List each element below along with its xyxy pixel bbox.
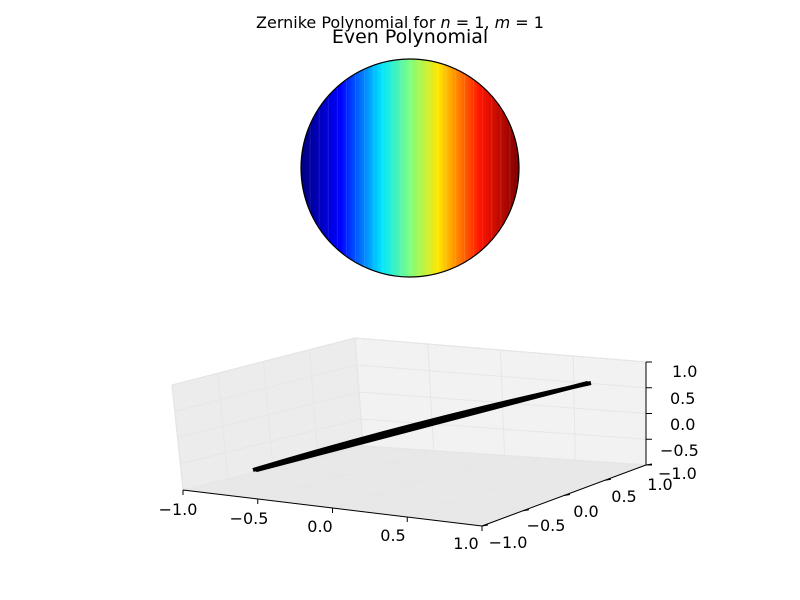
tick-marks-3d	[182, 361, 653, 531]
grid-line-left-z	[171, 337, 356, 386]
grid-line-back-z	[354, 337, 647, 363]
y-tick-label: −0.5	[527, 516, 566, 535]
axes-3d	[171, 337, 653, 531]
z-tick-label: 0.0	[670, 415, 695, 434]
z-tick-label: 0.5	[670, 389, 695, 408]
grid-line-left-z	[177, 391, 360, 438]
grid-lines-3d	[171, 337, 647, 527]
grid-line-floor-y	[272, 467, 565, 496]
grid-line-left-z	[174, 364, 358, 412]
grid-line-back-vertical	[572, 355, 576, 461]
figure-suptitle: Zernike Polynomial for n = 1, m = 1	[256, 13, 544, 32]
y-tick-mark	[563, 494, 571, 496]
grid-line-floor-x	[407, 459, 576, 518]
y-tick-mark	[481, 524, 489, 527]
top-subplot-title: Even Polynomial	[332, 26, 488, 48]
y-tick-label: 1.0	[647, 475, 672, 494]
z-tick-label: −1.0	[658, 464, 697, 483]
x-tick-label: 0.0	[307, 517, 332, 536]
surface-edge	[252, 381, 592, 472]
grid-line-left-vertical	[354, 337, 364, 447]
grid-line-floor-y	[317, 456, 606, 481]
grid-line-floor-y	[362, 445, 647, 466]
disk-gradient-fill	[301, 59, 519, 277]
x-tick-label: −0.5	[230, 509, 269, 528]
grid-line-back-z	[356, 364, 647, 389]
grid-line-left-vertical	[308, 349, 319, 458]
y-tick-label: 0.5	[611, 487, 636, 506]
z-tick-label: −0.5	[660, 441, 699, 460]
z-tick-labels: 1.0 0.5 0.0 −0.5 −1.0	[658, 362, 699, 483]
x-tick-labels: −1.0 −0.5 0.0 0.5 1.0	[159, 500, 479, 553]
y-tick-mark	[522, 509, 530, 512]
x-tick-label: −1.0	[159, 500, 198, 519]
y-tick-mark	[604, 478, 612, 481]
disk-outline	[300, 58, 520, 278]
z-tick-label: 1.0	[672, 362, 697, 381]
y-tick-labels: −1.0 −0.5 0.0 0.5 1.0	[489, 475, 673, 552]
y-tick-label: −1.0	[489, 533, 528, 552]
y-tick-label: 0.0	[573, 502, 598, 521]
y-tick-mark	[645, 463, 653, 466]
disk-heatmap	[300, 58, 520, 278]
x-tick-label: 0.5	[380, 526, 405, 545]
x-tick-label: 1.0	[453, 534, 478, 553]
